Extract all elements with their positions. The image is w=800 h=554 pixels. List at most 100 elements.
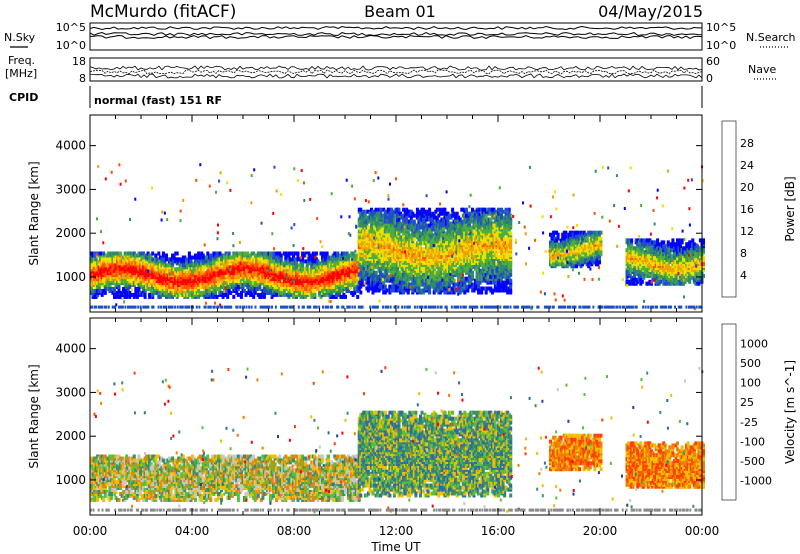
echo-cell <box>258 257 262 262</box>
echo-cell <box>438 266 442 271</box>
echo-cell <box>99 251 103 256</box>
echo-cell <box>417 209 421 214</box>
echo-cell <box>142 287 145 291</box>
echo-cell <box>382 219 386 224</box>
echo-cell <box>489 274 493 279</box>
echo-cell <box>187 292 191 297</box>
echo-cell <box>235 283 239 287</box>
echo-cell <box>239 281 243 286</box>
echo-cell <box>386 227 390 232</box>
echo-cell <box>432 213 436 218</box>
echo-cell <box>178 271 182 276</box>
echo-cell <box>469 235 473 240</box>
echo-cell <box>203 259 207 264</box>
echo-cell <box>305 251 309 256</box>
echo-cell <box>132 281 136 286</box>
echo-cell <box>250 251 254 256</box>
echo-cell <box>290 251 294 256</box>
echo-cell <box>168 289 171 293</box>
echo-cell <box>183 269 187 274</box>
echo-cell <box>458 235 462 240</box>
echo-cell <box>336 257 340 262</box>
echo-cell <box>183 259 187 264</box>
echo-cell <box>117 279 121 284</box>
echo-cell <box>402 235 406 240</box>
echo-cell <box>195 255 199 260</box>
echo-cell <box>227 251 231 256</box>
echo-cell <box>454 282 458 287</box>
echo-cell <box>489 264 493 269</box>
echo-cell <box>412 243 416 248</box>
echo-cell <box>331 279 335 284</box>
echo-cell <box>285 292 289 297</box>
echo-cell <box>438 262 442 267</box>
echo-cell <box>489 286 493 291</box>
echo-cell <box>489 217 493 222</box>
echo-cell <box>458 257 462 261</box>
echo-cell <box>351 281 355 286</box>
echo-cell <box>392 255 396 259</box>
echo-cell <box>129 292 133 297</box>
echo-cell <box>386 237 390 242</box>
echo-cell <box>415 223 419 228</box>
echo-cell <box>282 289 286 293</box>
echo-cell <box>438 231 442 236</box>
echo-cell <box>275 292 279 297</box>
echo-cell <box>458 221 462 226</box>
echo-cell <box>168 292 171 297</box>
echo-cell <box>489 207 493 212</box>
echo-cell <box>161 251 165 256</box>
echo-cell <box>464 207 468 212</box>
echo-cell <box>137 277 141 282</box>
echo-cell <box>362 259 366 263</box>
echo-cell <box>458 288 462 293</box>
echo-cell <box>148 259 152 264</box>
echo-cell <box>342 275 346 280</box>
echo-cell <box>187 267 191 272</box>
echo-cell <box>336 251 340 256</box>
echo-cell <box>117 257 121 262</box>
echo-cell <box>157 294 161 299</box>
echo-cell <box>255 281 259 286</box>
echo-cell <box>464 213 468 218</box>
echo-cell <box>489 211 493 216</box>
echo-cell <box>311 294 315 299</box>
echo-cell <box>109 287 113 291</box>
echo-cell <box>163 281 167 286</box>
echo-cell <box>366 288 370 293</box>
echo-cell <box>296 265 300 270</box>
echo-cell <box>296 255 300 260</box>
echo-cell <box>298 263 302 268</box>
echo-cell <box>116 251 119 256</box>
echo-cell <box>443 247 447 252</box>
echo-cell <box>229 290 233 295</box>
echo-cell <box>213 279 217 284</box>
echo-cell <box>151 257 155 262</box>
echo-cell <box>402 284 406 289</box>
echo-cell <box>311 289 315 293</box>
echo-cell <box>132 259 136 264</box>
echo-cell <box>386 245 390 250</box>
echo-cell <box>270 289 274 293</box>
echo-cell <box>96 267 100 272</box>
nsky-label: N.Sky <box>4 31 36 44</box>
echo-cell <box>392 217 396 222</box>
echo-cell <box>172 259 176 264</box>
echo-cell <box>117 294 121 299</box>
echo-cell <box>412 213 416 218</box>
echo-cell <box>441 227 445 232</box>
echo-cell <box>94 257 98 262</box>
echo-cell <box>311 255 315 260</box>
echo-cell <box>463 264 467 269</box>
echo-cell <box>353 290 357 295</box>
echo-cell <box>220 285 223 289</box>
echo-cell <box>154 253 158 258</box>
echo-cell <box>213 285 217 289</box>
echo-cell <box>474 237 477 242</box>
echo-cell <box>102 289 106 293</box>
echo-cell <box>392 259 396 263</box>
echo-cell <box>275 257 279 262</box>
echo-cell <box>239 290 243 295</box>
echo-cell <box>163 285 167 289</box>
